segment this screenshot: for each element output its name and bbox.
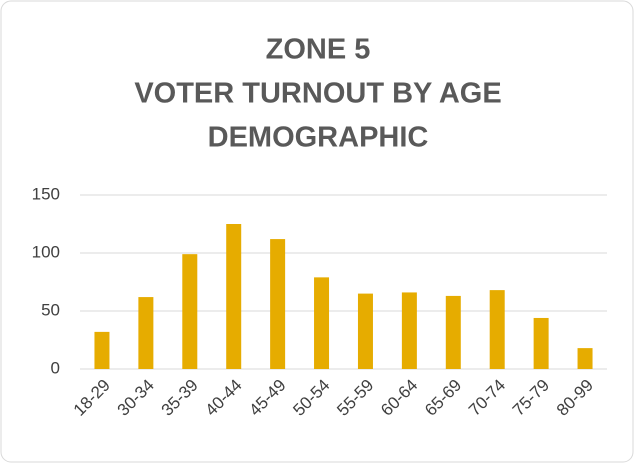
bar <box>226 224 242 369</box>
bar <box>489 290 505 369</box>
y-tick-label: 150 <box>32 184 60 203</box>
chart-title: DEMOGRAPHIC <box>208 122 429 154</box>
bar <box>401 292 417 369</box>
chart-title: ZONE 5 <box>266 34 371 66</box>
bar <box>138 297 154 369</box>
y-tick-label: 50 <box>41 300 60 319</box>
bar <box>314 277 330 369</box>
bar <box>533 317 549 369</box>
bar <box>94 331 110 369</box>
bar <box>577 348 593 369</box>
y-tick-label: 100 <box>32 242 60 261</box>
bar <box>270 239 286 369</box>
chart-title: VOTER TURNOUT BY AGE <box>134 78 501 110</box>
y-tick-label: 0 <box>51 358 60 377</box>
bar <box>445 295 461 369</box>
bar <box>182 254 198 369</box>
bar <box>357 293 373 369</box>
